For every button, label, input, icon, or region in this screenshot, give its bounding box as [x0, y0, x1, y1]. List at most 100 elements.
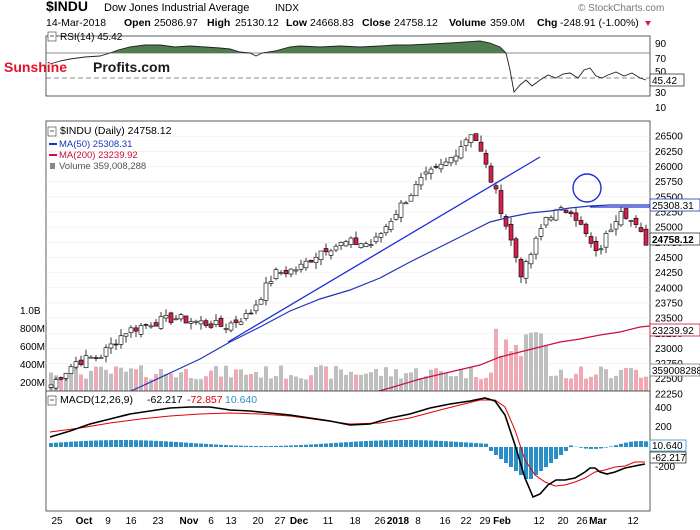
- volume-bar: [424, 376, 428, 403]
- candle-body: [243, 313, 249, 319]
- candle-body: [453, 155, 459, 162]
- macd-hist-bar: [314, 444, 318, 447]
- candlesticks: [48, 133, 649, 390]
- volume-bar: [414, 368, 418, 403]
- volume-bar: [489, 372, 493, 403]
- macd-hist-bar: [239, 445, 243, 447]
- volume-bar: [364, 373, 368, 403]
- candle-body: [283, 270, 289, 275]
- candle-body: [308, 259, 314, 263]
- price-tick-label: 22250: [655, 389, 683, 400]
- macd-tick-400: 400: [655, 403, 672, 414]
- macd-hist-bar: [434, 440, 438, 447]
- candle-body: [183, 315, 189, 324]
- macd-hist-bar: [494, 447, 498, 455]
- volume-bar: [139, 365, 143, 403]
- macd-hist-bar: [449, 441, 453, 447]
- price-tick-label: 26500: [655, 132, 683, 143]
- macd-hist-bar: [499, 447, 503, 459]
- volume-bar: [154, 373, 158, 403]
- volume-bar: [369, 372, 373, 403]
- volume-axis: 1.0B 800M 600M 400M 200M: [20, 306, 45, 389]
- x-axis-label: 8: [415, 516, 421, 527]
- candle-body: [338, 242, 344, 246]
- macd-hist-bar: [424, 440, 428, 447]
- volume-label: Volume: [449, 17, 486, 29]
- ma200-line: [329, 325, 651, 403]
- macd-hist-bar: [309, 444, 313, 447]
- candle-body: [148, 325, 154, 328]
- volume-bar: [579, 366, 583, 403]
- macd-hist-bar: [429, 440, 433, 447]
- candle-body: [443, 161, 449, 166]
- quote-date: 14-Mar-2018: [46, 17, 106, 29]
- x-axis-label: Nov: [180, 516, 199, 527]
- ticker-symbol: $INDU: [46, 0, 88, 14]
- svg-text:Sunshine: Sunshine: [4, 59, 67, 75]
- volume-bar: [119, 367, 123, 403]
- candle-body: [533, 237, 539, 255]
- ma50-value-tag: [649, 198, 700, 212]
- macd-hist-bar: [419, 440, 423, 447]
- volume-bar: [644, 376, 648, 403]
- volume-bar: [229, 377, 233, 403]
- volume-bar: [504, 339, 508, 403]
- macd-hist-bar: [59, 442, 63, 447]
- volume-bar: [249, 373, 253, 403]
- candle-body: [428, 168, 434, 174]
- volume-bar: [469, 367, 473, 403]
- candle-body: [158, 316, 164, 329]
- macd-hist-bar: [519, 447, 523, 475]
- macd-hist-bar: [569, 445, 573, 447]
- macd-hist-bar: [209, 444, 213, 447]
- volume-bar: [519, 356, 523, 403]
- volume-bar: [539, 333, 543, 403]
- candle-body: [313, 256, 319, 263]
- candle-body: [118, 335, 124, 345]
- volume-bar: [379, 375, 383, 403]
- macd-hist-bar: [294, 445, 298, 447]
- sunshine-profits-logo: Sunshine Profits.com: [4, 59, 170, 75]
- candle-body: [368, 244, 374, 246]
- low-value: 24668.83: [310, 17, 354, 29]
- volume-bar: [279, 365, 283, 403]
- candle-body: [488, 165, 494, 183]
- candle-body: [608, 229, 614, 233]
- macd-hist-bar: [139, 440, 143, 447]
- candle-body: [458, 146, 464, 159]
- macd-hist-bar: [244, 445, 248, 447]
- macd-signal-line: [49, 399, 645, 487]
- volume-tick-label: 800M: [20, 324, 45, 335]
- candle-body: [633, 217, 639, 225]
- volume-bar: [69, 368, 73, 403]
- volume-bar: [294, 376, 298, 403]
- x-axis-label: 20: [252, 516, 264, 527]
- macd-hist-bar: [369, 440, 373, 447]
- macd-hist-bar: [169, 441, 173, 447]
- macd-hist-bar: [349, 441, 353, 447]
- macd-hist-bar: [609, 446, 613, 447]
- macd-hist-bar: [359, 441, 363, 447]
- volume-bar: [634, 369, 638, 403]
- macd-hist-bar: [629, 441, 633, 447]
- low-label: Low: [286, 17, 308, 29]
- volume-bar: [224, 365, 228, 403]
- volume-bar: [159, 368, 163, 403]
- volume-bar: [604, 369, 608, 403]
- candle-body: [423, 171, 429, 175]
- macd-hist-bar: [264, 445, 268, 447]
- x-axis-label: 20: [557, 516, 569, 527]
- close-label: Close: [362, 17, 391, 29]
- volume-bar: [344, 374, 348, 403]
- volume-bar: [409, 372, 413, 403]
- volume-bar: [544, 345, 548, 403]
- macd-hist-bar: [394, 440, 398, 447]
- macd-hist-bar: [344, 442, 348, 447]
- x-axis-label: Dec: [290, 516, 309, 527]
- macd-hist-bar: [159, 441, 163, 447]
- candle-body: [498, 190, 504, 214]
- volume-bar: [594, 374, 598, 403]
- rsi-panel: RSI(14) 45.42 90 70 50 30 10 45.42: [45, 31, 685, 114]
- macd-hist-bar: [589, 447, 593, 449]
- candle-body: [413, 184, 419, 197]
